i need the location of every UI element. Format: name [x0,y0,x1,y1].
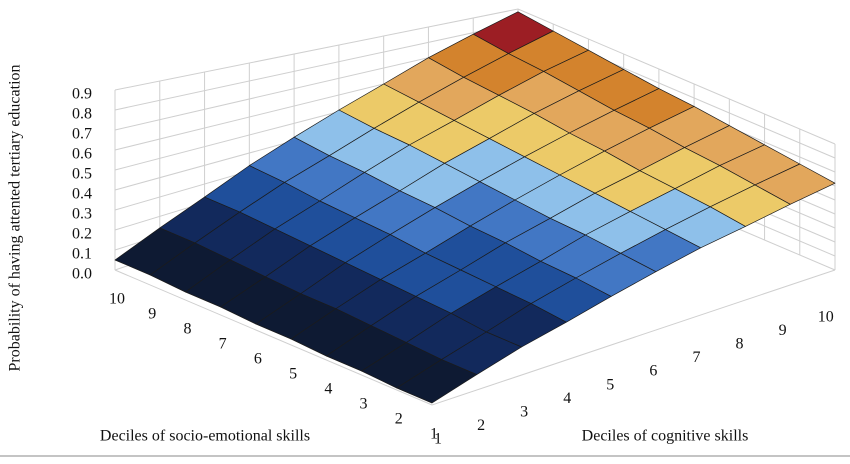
x-tick-label: 8 [736,335,744,352]
z-tick-label: 0.4 [72,186,92,203]
y-tick-label: 8 [183,321,191,338]
y-tick-label: 6 [254,351,262,368]
z-tick-label: 0.8 [72,106,92,123]
x-tick-label: 10 [818,308,834,325]
y-tick-label: 9 [148,306,156,323]
z-axis-title: Probability of having attented tertiary … [7,64,24,371]
z-tick-label: 0.9 [72,86,92,103]
x-tick-label: 5 [606,376,614,393]
y-tick-label: 2 [395,411,403,428]
z-tick-label: 0.6 [72,146,92,163]
surface [114,11,836,404]
z-tick-label: 0.3 [72,206,92,223]
x-tick-label: 2 [477,417,485,434]
y-tick-label: 1 [430,426,438,443]
surface-patch [396,359,478,404]
y-tick-label: 5 [289,366,297,383]
x-tick-label: 6 [649,363,657,380]
x-tick-label: 4 [563,390,571,407]
y-tick-label: 3 [360,396,368,413]
y-tick-label: 7 [219,336,227,353]
y-tick-label: 10 [109,291,125,308]
x-tick-label: 9 [779,322,787,339]
z-tick-label: 0.1 [72,246,92,263]
x-tick-label: 3 [520,403,528,420]
x-tick-label: 1 [434,431,442,448]
x-axis-title: Deciles of cognitive skills [582,428,749,445]
z-tick-label: 0.2 [72,226,92,243]
z-tick-label: 0.0 [72,266,92,283]
x-tick-label: 7 [692,349,700,366]
y-axis-title: Deciles of socio-emotional skills [100,428,310,445]
labels: 0.0 0.1 0.2 0.3 0.4 0.5 0.6 0.7 0.8 0.9 1 2 3 4 5 6 7 8 9 1… [72,86,834,448]
floor-edge [114,269,836,406]
z-tick-label: 0.5 [72,166,92,183]
y-tick-label: 4 [324,381,332,398]
z-tick-label: 0.7 [72,126,92,143]
